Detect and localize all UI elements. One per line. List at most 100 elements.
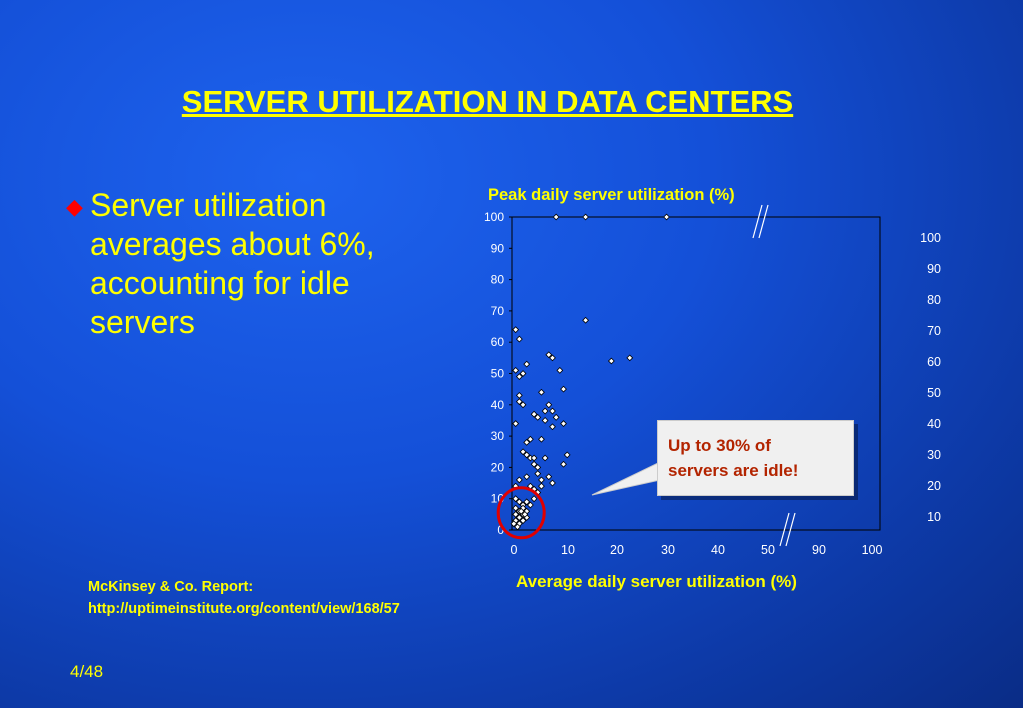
data-point: [545, 401, 553, 409]
data-point: [534, 470, 542, 478]
right-tick-label: 70: [927, 324, 941, 338]
x-tick-label: 0: [511, 543, 518, 557]
right-tick-label: 80: [927, 293, 941, 307]
data-point: [538, 388, 545, 396]
data-point: [549, 423, 556, 431]
callout-line-1: Up to 30% of: [668, 436, 771, 455]
data-point: [519, 517, 527, 525]
data-point: [530, 495, 538, 503]
data-point: [549, 407, 556, 415]
x-axis-ticks: 0 10 20 30 40 50 90 100: [511, 543, 883, 557]
axis-break-mark: [779, 512, 790, 547]
y-tick-label: 70: [491, 304, 505, 318]
right-tick-label: 50: [927, 386, 941, 400]
data-point: [512, 510, 520, 518]
data-point: [515, 373, 523, 381]
data-point: [512, 504, 520, 512]
data-point: [515, 498, 523, 506]
data-point: [663, 213, 670, 221]
reference-line-1: McKinsey & Co. Report:: [88, 579, 254, 595]
page-number: 4/48: [70, 662, 104, 681]
data-point: [545, 351, 553, 359]
data-point: [607, 357, 615, 365]
x-tick-label: 10: [561, 543, 575, 557]
bullet-line-4: servers: [90, 304, 195, 340]
axis-break-mark: [752, 204, 763, 239]
right-axis-ticks: 100 90 80 70 60 50 40 30 20 10: [920, 231, 941, 524]
right-tick-label: 60: [927, 355, 941, 369]
data-point: [549, 354, 556, 362]
data-point: [521, 510, 529, 518]
data-point: [552, 213, 560, 221]
idle-servers-highlight: [496, 486, 546, 540]
chart-title: Peak daily server utilization (%): [488, 186, 735, 204]
data-point: [538, 435, 545, 443]
reference-link[interactable]: http://uptimeinstitute.org/content/view/…: [88, 601, 400, 617]
y-tick-label: 60: [491, 335, 505, 349]
x-tick-label: 90: [812, 543, 826, 557]
slide-title: SERVER UTILIZATION IN DATA CENTERS: [181, 84, 794, 119]
y-tick-label: 80: [491, 273, 505, 287]
highlight-circle: [496, 486, 546, 540]
data-point: [538, 476, 545, 484]
data-point: [560, 460, 567, 468]
data-point: [527, 501, 534, 509]
data-point: [530, 460, 538, 468]
data-point: [530, 454, 538, 462]
data-point: [512, 366, 520, 374]
x-tick-label: 100: [862, 543, 883, 557]
data-point: [515, 392, 523, 399]
data-point: [626, 354, 634, 362]
callout-tail: [591, 461, 661, 496]
y-tick-label: 30: [491, 429, 505, 443]
data-point: [549, 479, 556, 487]
axis-break-mark: [785, 512, 796, 547]
data-point: [582, 316, 589, 324]
data-point: [515, 335, 523, 343]
data-point: [538, 482, 545, 490]
data-point: [512, 420, 520, 427]
data-point: [527, 454, 534, 462]
data-point: [523, 498, 531, 506]
data-point: [541, 417, 549, 424]
y-tick-label: 0: [497, 523, 504, 537]
data-point: [534, 464, 542, 471]
y-tick-label: 20: [491, 460, 505, 474]
data-point: [519, 370, 527, 377]
right-tick-label: 40: [927, 417, 941, 431]
right-tick-label: 20: [927, 479, 941, 493]
data-point: [545, 473, 553, 481]
right-tick-label: 30: [927, 448, 941, 462]
axis-break-marks: [752, 204, 796, 547]
data-point: [519, 448, 527, 456]
y-tick-label: 100: [484, 210, 504, 224]
data-point: [523, 473, 531, 481]
data-point: [541, 454, 549, 462]
right-tick-label: 90: [927, 262, 941, 276]
x-tick-label: 20: [610, 543, 624, 557]
x-tick-label: 50: [761, 543, 775, 557]
data-point: [523, 451, 531, 459]
axis-break-mark: [758, 204, 769, 239]
data-point: [515, 476, 523, 484]
x-tick-label: 40: [711, 543, 725, 557]
bullet-point: ◆ Server utilization averages about 6%, …: [66, 186, 426, 342]
callout-pointer: [591, 461, 661, 496]
y-tick-label: 90: [491, 241, 505, 255]
data-point: [560, 385, 567, 393]
callout-line-2: servers are idle!: [668, 461, 799, 480]
data-point: [514, 523, 521, 531]
data-point: [560, 420, 567, 427]
data-point: [541, 407, 549, 415]
x-axis-label: Average daily server utilization (%): [516, 572, 797, 591]
data-point: [563, 451, 571, 459]
diamond-bullet-icon: ◆: [66, 194, 83, 219]
data-point: [534, 413, 542, 421]
bullet-line-3: accounting for idle: [90, 265, 350, 301]
data-point: [519, 401, 527, 409]
data-point: [510, 520, 518, 528]
bullet-line-2: averages about 6%,: [90, 226, 375, 262]
data-point: [582, 213, 589, 221]
